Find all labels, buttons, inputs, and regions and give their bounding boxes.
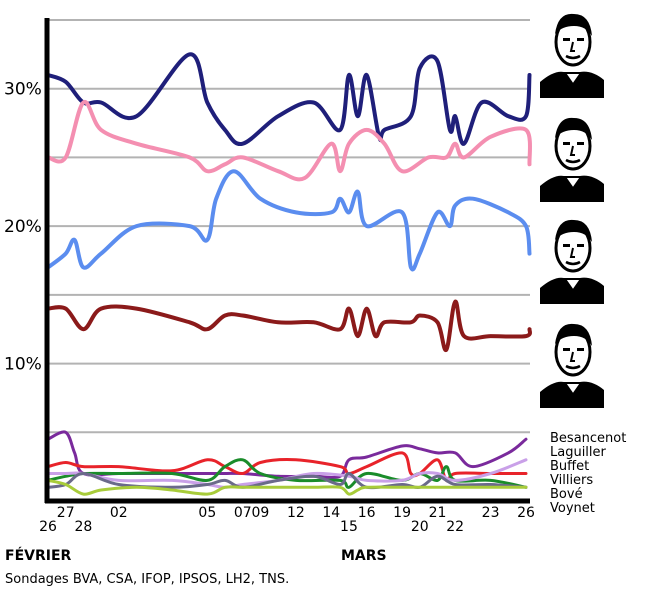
x-tick-label: 27 bbox=[57, 505, 75, 521]
legend-label: Voynet bbox=[550, 501, 595, 516]
series-line-sarkozy bbox=[46, 52, 532, 147]
x-tick-label: 19 bbox=[393, 505, 411, 521]
series-line-lepen bbox=[46, 299, 532, 352]
x-tick-label: 20 bbox=[411, 519, 429, 535]
x-tick-label: 15 bbox=[340, 519, 358, 535]
axes bbox=[44, 18, 530, 504]
portrait-2-icon bbox=[540, 108, 604, 202]
series-line-voynet bbox=[46, 478, 528, 496]
x-tick-label: 14 bbox=[322, 505, 340, 521]
x-tick-label: 22 bbox=[446, 519, 464, 535]
portrait-4-icon bbox=[540, 314, 604, 408]
legend-label: Besancenot bbox=[550, 431, 626, 446]
month-label: MARS bbox=[341, 548, 387, 564]
month-label: FÉVRIER bbox=[5, 547, 72, 564]
legend-label: Laguiller bbox=[550, 445, 607, 460]
source-note: Sondages BVA, CSA, IFOP, IPSOS, LH2, TNS… bbox=[5, 572, 290, 587]
gridlines bbox=[47, 19, 530, 434]
x-tick-label: 07 bbox=[234, 505, 252, 521]
x-tick-label: 21 bbox=[429, 505, 447, 521]
y-tick-labels: 10% 20% 30% bbox=[4, 80, 42, 375]
x-tick-label: 16 bbox=[358, 505, 376, 521]
x-tick-label: 09 bbox=[252, 505, 270, 521]
portrait-1-icon bbox=[540, 4, 604, 98]
legend-label: Villiers bbox=[550, 473, 593, 488]
y-tick-label: 30% bbox=[4, 80, 42, 100]
x-tick-label: 26 bbox=[517, 505, 535, 521]
x-tick-label: 12 bbox=[287, 505, 305, 521]
legend-label: Buffet bbox=[550, 459, 589, 474]
series-line-royal bbox=[46, 100, 532, 182]
month-labels: FÉVRIER MARS bbox=[5, 547, 387, 564]
y-tick-label: 20% bbox=[4, 217, 42, 237]
series-line-buffet bbox=[46, 458, 528, 489]
y-tick-label: 10% bbox=[4, 355, 42, 375]
legend-label: Bové bbox=[550, 487, 583, 502]
portrait-3-icon bbox=[540, 210, 604, 304]
series-line-bayrou bbox=[46, 169, 532, 272]
x-tick-label: 05 bbox=[198, 505, 216, 521]
x-tick-label: 02 bbox=[110, 505, 128, 521]
x-tick-label: 26 bbox=[39, 519, 57, 535]
legend: BesancenotLaguillerBuffetVilliersBovéVoy… bbox=[550, 431, 626, 516]
x-tick-label: 23 bbox=[482, 505, 500, 521]
x-tick-label: 28 bbox=[74, 519, 92, 535]
series-line-besancenot bbox=[46, 430, 528, 479]
series-line-bove bbox=[46, 472, 528, 490]
series-lines bbox=[46, 52, 532, 496]
